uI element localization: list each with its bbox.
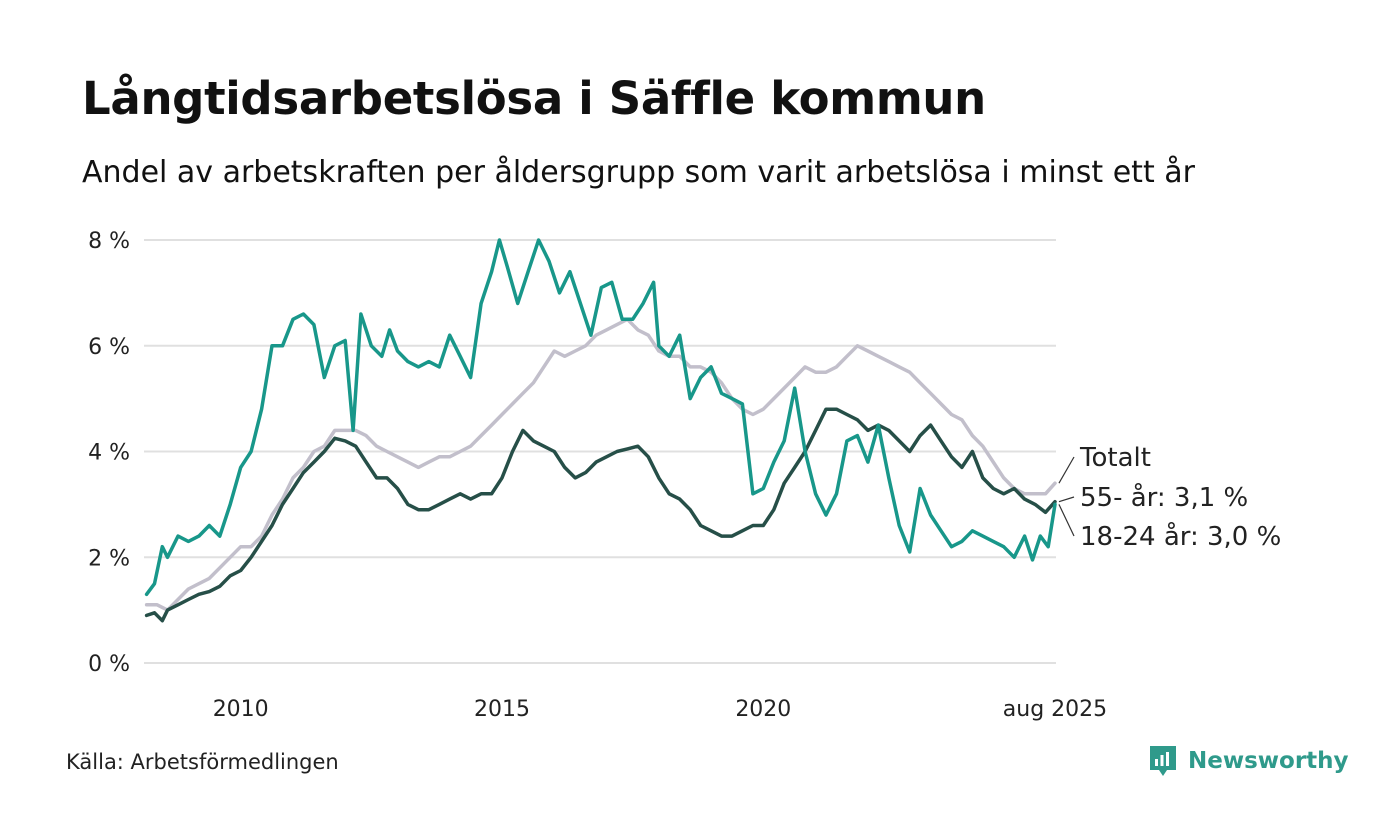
- series-line-18-24: [144, 238, 1057, 597]
- x-axis-tick-labels: 2010 2015 2020 aug 2025: [213, 697, 1107, 722]
- x-tick-label: 2015: [474, 697, 530, 722]
- series-label-55: 55- år: 3,1 %: [1080, 482, 1248, 513]
- gridlines: [144, 239, 1056, 664]
- leader-line: [1058, 496, 1075, 503]
- chart-title: Långtidsarbetslösa i Säffle kommun: [82, 72, 986, 125]
- y-tick-label: 2 %: [88, 546, 130, 571]
- leader-line: [1058, 456, 1075, 484]
- series-line-total: [144, 317, 1057, 612]
- line-chart: 0 % 2 % 4 % 6 % 8 % 2010 2015 2020 aug 2025 Tot…: [88, 229, 1281, 722]
- series-label-total: Totalt: [1079, 443, 1151, 473]
- brand-logo[interactable]: Newsworthy: [1148, 744, 1349, 778]
- series-label-18-24: 18-24 år: 3,0 %: [1080, 521, 1281, 552]
- y-tick-label: 0 %: [88, 652, 130, 677]
- series-lines: [144, 238, 1057, 623]
- series-line-55: [144, 407, 1057, 623]
- y-tick-label: 4 %: [88, 441, 130, 466]
- leader-line: [1058, 504, 1075, 537]
- x-tick-label: aug 2025: [1003, 697, 1107, 722]
- y-tick-label: 8 %: [88, 229, 130, 254]
- x-tick-label: 2020: [735, 697, 791, 722]
- y-tick-label: 6 %: [88, 335, 130, 360]
- y-axis-tick-labels: 0 % 2 % 4 % 6 % 8 %: [88, 229, 130, 677]
- source-note: Källa: Arbetsförmedlingen: [66, 750, 339, 774]
- x-tick-label: 2010: [213, 697, 269, 722]
- chart-subtitle: Andel av arbetskraften per åldersgrupp s…: [82, 155, 1195, 190]
- newsworthy-logo-icon: [1150, 746, 1176, 776]
- brand-name: Newsworthy: [1188, 748, 1349, 774]
- series-end-labels: Totalt 55- år: 3,1 % 18-24 år: 3,0 %: [1058, 443, 1281, 552]
